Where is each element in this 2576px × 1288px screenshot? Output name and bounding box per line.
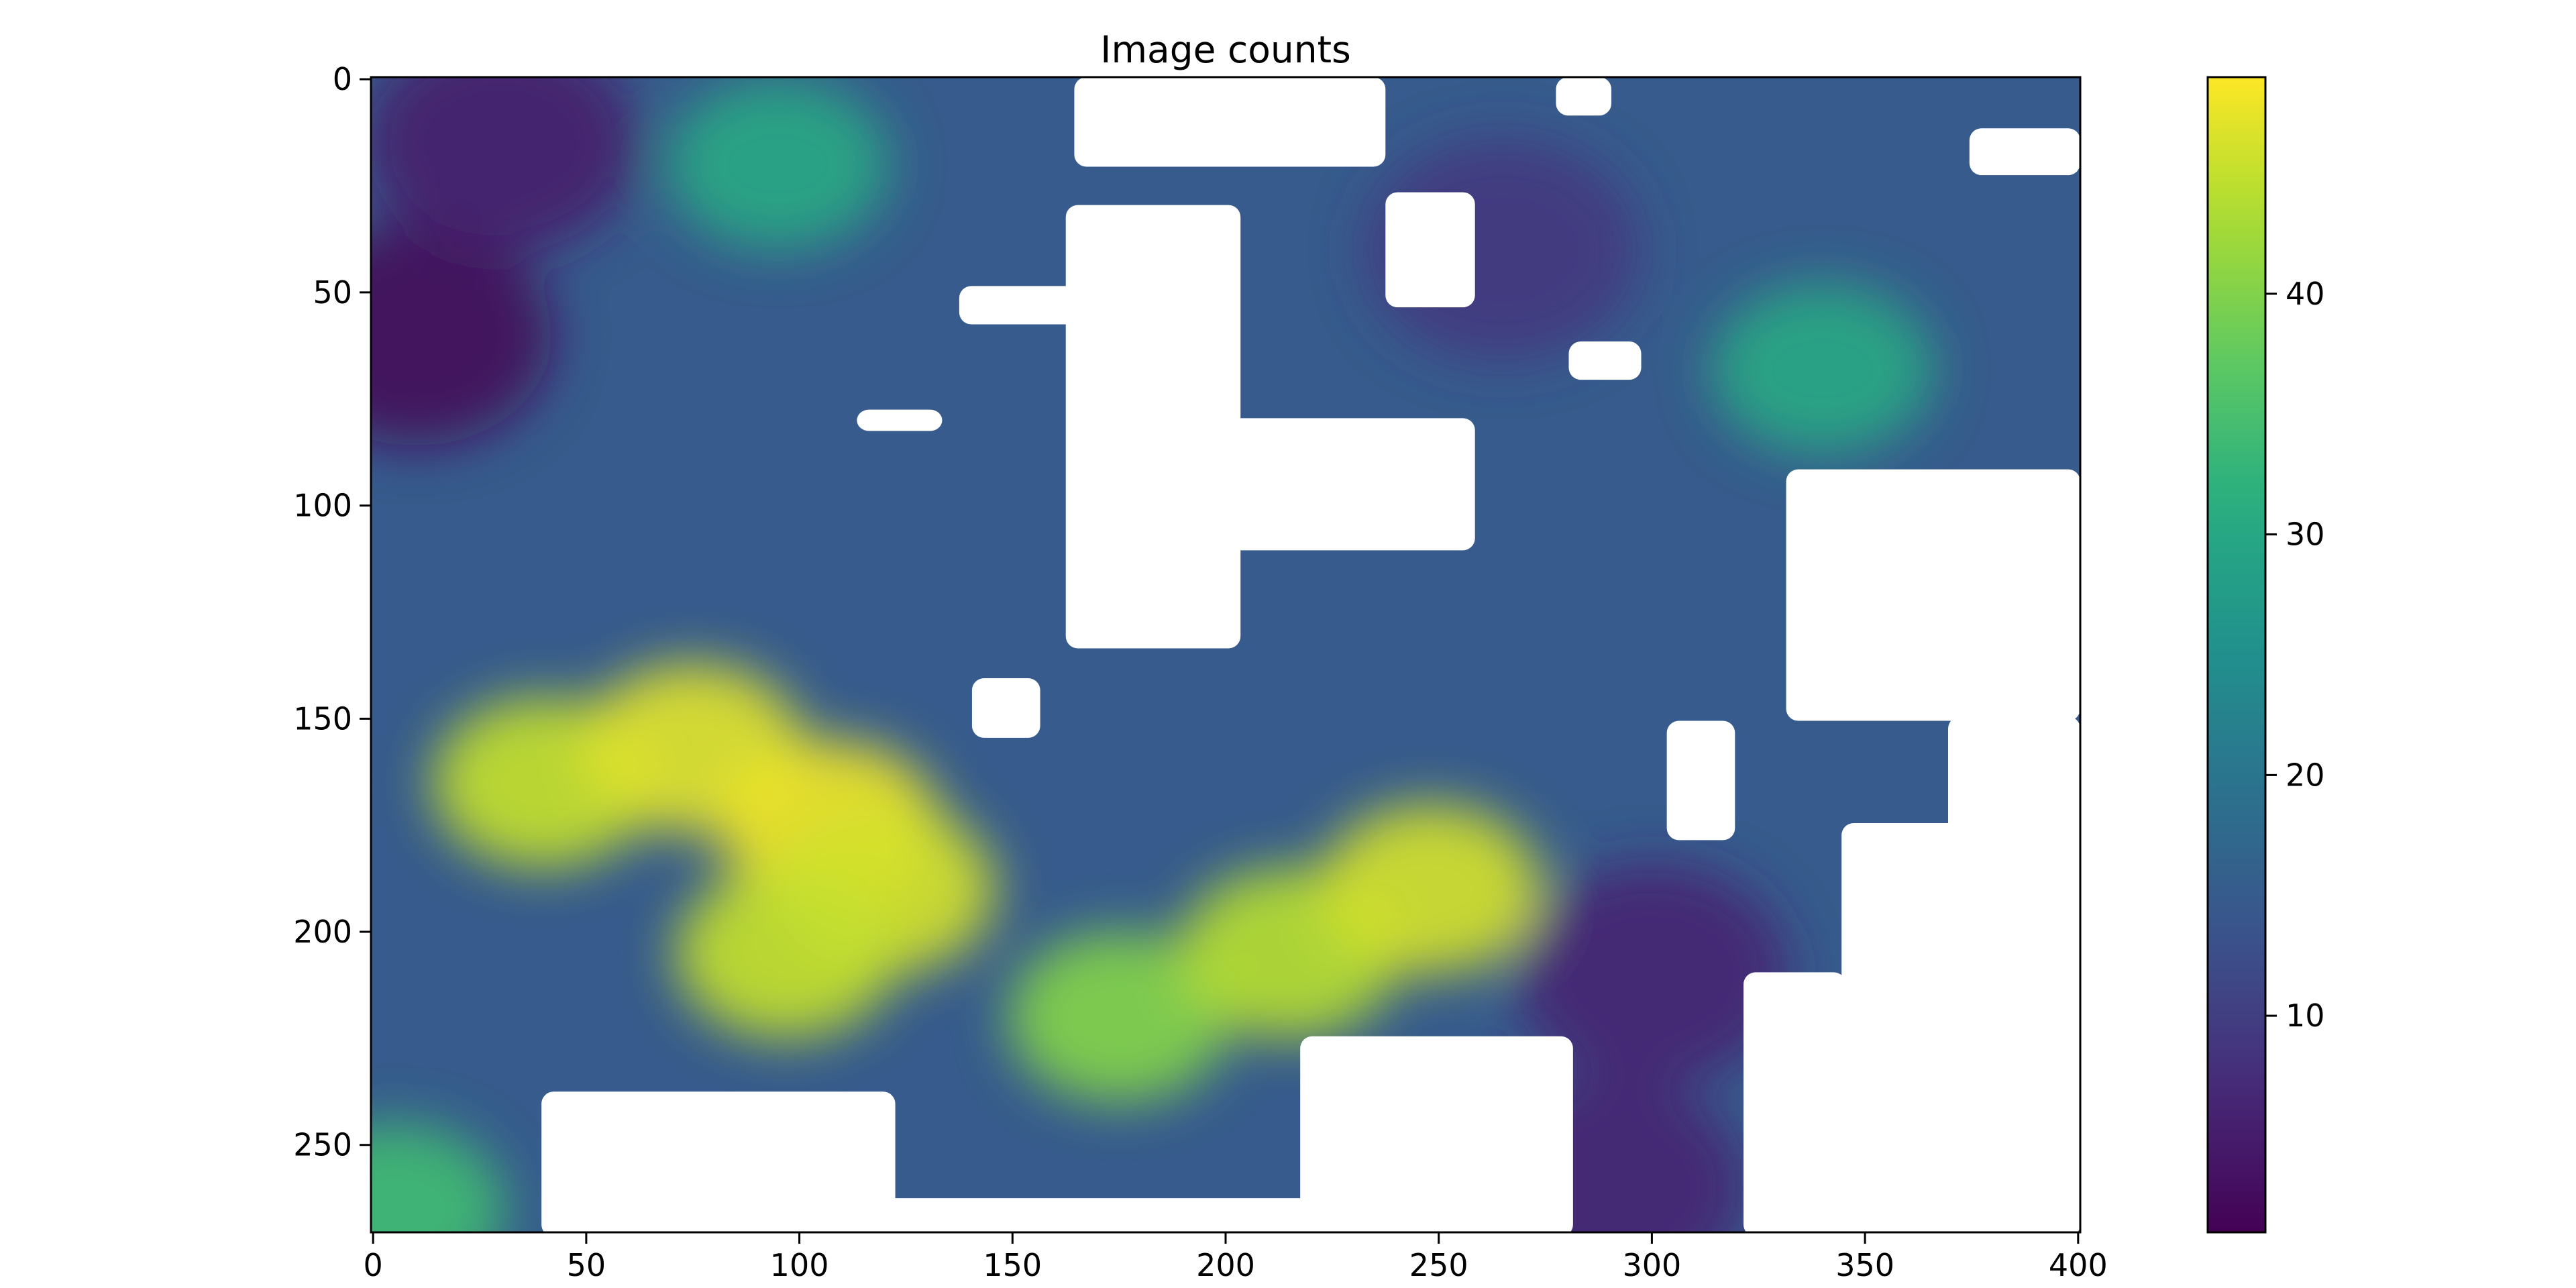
missing-data-region bbox=[1074, 77, 1386, 167]
y-tick-label: 100 bbox=[293, 488, 352, 524]
heatmap-hotspot-cell bbox=[1711, 284, 1933, 455]
colorbar-gradient bbox=[2208, 77, 2265, 1232]
missing-data-region bbox=[1786, 469, 2080, 721]
missing-data-region bbox=[1969, 128, 2080, 176]
heatmap-hotspot-cell bbox=[371, 1124, 506, 1232]
x-tick-label: 200 bbox=[1196, 1247, 1255, 1283]
missing-data-region bbox=[857, 409, 943, 431]
colorbar-frame bbox=[2206, 76, 2267, 1234]
y-tick-label: 150 bbox=[293, 700, 352, 737]
colorbar-tick-label: 40 bbox=[2286, 276, 2325, 312]
missing-data-region bbox=[1743, 972, 1846, 1232]
heatmap-low-cell bbox=[1515, 863, 1788, 1085]
missing-data-region bbox=[1841, 822, 2080, 1232]
missing-data-regions bbox=[541, 77, 2080, 1232]
colorbar-tick-label: 30 bbox=[2286, 517, 2325, 553]
heatmap-hotspot-cell bbox=[667, 79, 890, 250]
y-tick-label: 250 bbox=[293, 1127, 352, 1163]
x-tick-label: 50 bbox=[567, 1247, 606, 1283]
heatmap-hotspot-cell bbox=[676, 867, 898, 1038]
heatmap-hotspot-cell bbox=[1008, 932, 1230, 1103]
heatmap-low-cell bbox=[371, 224, 552, 446]
x-tick-label: 300 bbox=[1623, 1247, 1682, 1283]
chart-title: Image counts bbox=[1100, 28, 1351, 71]
heatmap-hotspot-cell bbox=[1319, 804, 1542, 975]
colorbar-tick-label: 10 bbox=[2286, 998, 2325, 1034]
missing-data-region bbox=[1568, 341, 1642, 380]
x-tick-label: 250 bbox=[1409, 1247, 1468, 1283]
missing-data-region bbox=[1556, 77, 1612, 116]
missing-data-region bbox=[541, 1091, 896, 1232]
x-tick-label: 0 bbox=[364, 1247, 383, 1283]
heatmap-area bbox=[371, 77, 2080, 1232]
colorbar: 10 20 30 40 bbox=[2206, 76, 2325, 1234]
colorbar-ticks: 10 20 30 40 bbox=[2265, 276, 2325, 1034]
x-tick-label: 150 bbox=[983, 1247, 1042, 1283]
y-tick-label: 200 bbox=[293, 914, 352, 950]
y-tick-label: 50 bbox=[313, 274, 352, 311]
missing-data-region bbox=[1193, 418, 1475, 551]
missing-data-region bbox=[1300, 1036, 1573, 1232]
colorbar-tick-label: 20 bbox=[2286, 757, 2325, 793]
y-tick-label: 0 bbox=[333, 61, 352, 97]
missing-data-region bbox=[971, 678, 1040, 738]
x-axis: 0 50 100 150 200 250 300 350 400 bbox=[364, 1232, 2108, 1283]
y-axis: 0 50 100 150 200 250 bbox=[293, 61, 371, 1163]
x-tick-label: 400 bbox=[2049, 1247, 2108, 1283]
missing-data-region bbox=[1385, 192, 1475, 308]
missing-data-region bbox=[703, 1198, 1356, 1232]
heatmap-low-cell bbox=[371, 77, 638, 254]
x-tick-label: 100 bbox=[770, 1247, 829, 1283]
missing-data-region bbox=[1666, 720, 1735, 841]
x-tick-label: 350 bbox=[1835, 1247, 1894, 1283]
